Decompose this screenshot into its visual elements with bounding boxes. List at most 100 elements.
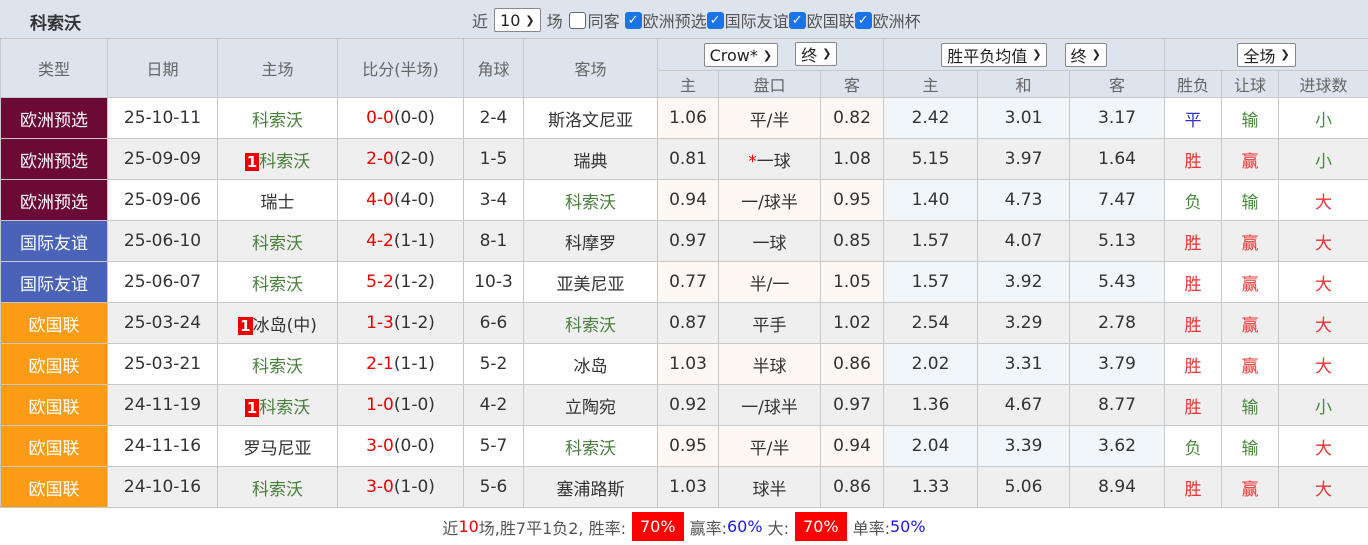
- asian-away-odds: 0.86: [821, 344, 884, 385]
- corners: 6-6: [464, 303, 524, 344]
- home-team[interactable]: 科索沃: [218, 221, 338, 262]
- table-row[interactable]: 欧国联 24-11-16 罗马尼亚 3-0(0-0) 5-7 科索沃 0.95 …: [1, 426, 1368, 467]
- competition-checkbox[interactable]: ✓: [855, 12, 872, 29]
- col-euro-away: 客: [1070, 71, 1165, 98]
- competition-checkbox[interactable]: ✓: [707, 12, 724, 29]
- table-row[interactable]: 欧国联 24-10-16 科索沃 3-0(1-0) 5-6 塞浦路斯 1.03 …: [1, 467, 1368, 508]
- match-date: 24-10-16: [108, 467, 218, 508]
- match-type[interactable]: 欧洲预选: [1, 98, 108, 139]
- asian-stage-select[interactable]: 终❯: [795, 42, 837, 66]
- asian-home-odds: 0.94: [658, 180, 719, 221]
- asian-company-select[interactable]: Crow*❯: [704, 43, 779, 67]
- away-team[interactable]: 斯洛文尼亚: [524, 98, 658, 139]
- away-team[interactable]: 瑞典: [524, 139, 658, 180]
- chevron-down-icon: ❯: [1032, 48, 1041, 61]
- match-type[interactable]: 欧洲预选: [1, 180, 108, 221]
- result-scope-select[interactable]: 全场❯: [1237, 43, 1295, 67]
- competition-checkbox[interactable]: ✓: [789, 12, 806, 29]
- score[interactable]: 2-1(1-1): [338, 344, 464, 385]
- away-team[interactable]: 科索沃: [524, 303, 658, 344]
- match-type[interactable]: 国际友谊: [1, 221, 108, 262]
- match-type[interactable]: 欧国联: [1, 303, 108, 344]
- euro-home-odds: 1.57: [884, 262, 978, 303]
- asian-line: 球半: [719, 467, 821, 508]
- match-type[interactable]: 欧国联: [1, 467, 108, 508]
- away-team[interactable]: 科索沃: [524, 426, 658, 467]
- result-handicap: 输: [1222, 98, 1279, 139]
- euro-home-odds: 2.42: [884, 98, 978, 139]
- red-card-badge: 1: [245, 399, 259, 417]
- euro-draw-odds: 3.39: [978, 426, 1070, 467]
- col-score: 比分(半场): [338, 39, 464, 98]
- recent-count-select[interactable]: 10❯: [494, 8, 541, 32]
- competition-checkbox[interactable]: ✓: [625, 12, 642, 29]
- home-team[interactable]: 科索沃: [218, 98, 338, 139]
- home-team[interactable]: 科索沃: [218, 262, 338, 303]
- home-team[interactable]: 科索沃: [218, 344, 338, 385]
- home-team-name: 科索沃: [252, 480, 303, 500]
- match-type[interactable]: 欧洲预选: [1, 139, 108, 180]
- result-wdl: 胜: [1165, 303, 1222, 344]
- red-card-badge: 1: [245, 153, 259, 171]
- score[interactable]: 1-3(1-2): [338, 303, 464, 344]
- away-team[interactable]: 亚美尼亚: [524, 262, 658, 303]
- table-row[interactable]: 欧国联 25-03-21 科索沃 2-1(1-1) 5-2 冰岛 1.03 半球…: [1, 344, 1368, 385]
- home-team[interactable]: 瑞士: [218, 180, 338, 221]
- asian-line-value: 一球: [753, 234, 787, 254]
- euro-away-odds: 1.64: [1070, 139, 1165, 180]
- home-team[interactable]: 罗马尼亚: [218, 426, 338, 467]
- full-score: 3-0: [366, 436, 394, 456]
- competition-label: 欧洲预选: [643, 8, 707, 32]
- table-row[interactable]: 国际友谊 25-06-10 科索沃 4-2(1-1) 8-1 科摩罗 0.97 …: [1, 221, 1368, 262]
- euro-stage-select[interactable]: 终❯: [1065, 43, 1107, 67]
- euro-away-odds: 3.17: [1070, 98, 1165, 139]
- away-team[interactable]: 塞浦路斯: [524, 467, 658, 508]
- table-row[interactable]: 欧洲预选 25-09-06 瑞士 4-0(4-0) 3-4 科索沃 0.94 一…: [1, 180, 1368, 221]
- asian-odds-header: Crow*❯ 终❯: [658, 39, 884, 71]
- score[interactable]: 0-0(0-0): [338, 98, 464, 139]
- summary-text: 赢率:: [690, 515, 727, 539]
- score[interactable]: 4-2(1-1): [338, 221, 464, 262]
- match-type[interactable]: 欧国联: [1, 426, 108, 467]
- euro-company-select[interactable]: 胜平负均值❯: [941, 43, 1047, 67]
- same-home-checkbox[interactable]: [569, 12, 586, 29]
- score[interactable]: 2-0(2-0): [338, 139, 464, 180]
- away-team[interactable]: 科摩罗: [524, 221, 658, 262]
- score[interactable]: 5-2(1-2): [338, 262, 464, 303]
- table-row[interactable]: 欧洲预选 25-10-11 科索沃 0-0(0-0) 2-4 斯洛文尼亚 1.0…: [1, 98, 1368, 139]
- col-handicap: 让球: [1222, 71, 1279, 98]
- score[interactable]: 4-0(4-0): [338, 180, 464, 221]
- match-type[interactable]: 欧国联: [1, 385, 108, 426]
- home-team[interactable]: 科索沃: [218, 467, 338, 508]
- asian-home-odds: 0.81: [658, 139, 719, 180]
- result-wdl: 负: [1165, 180, 1222, 221]
- euro-home-odds: 1.36: [884, 385, 978, 426]
- result-wdl: 负: [1165, 426, 1222, 467]
- score[interactable]: 3-0(0-0): [338, 426, 464, 467]
- match-type[interactable]: 国际友谊: [1, 262, 108, 303]
- half-score: (1-1): [394, 231, 435, 251]
- asian-line-value: 半/一: [750, 275, 790, 295]
- full-score: 4-0: [366, 190, 394, 210]
- match-type[interactable]: 欧国联: [1, 344, 108, 385]
- home-team-name: 瑞士: [261, 193, 295, 213]
- col-away: 客场: [524, 39, 658, 98]
- euro-home-odds: 1.40: [884, 180, 978, 221]
- table-row[interactable]: 国际友谊 25-06-07 科索沃 5-2(1-2) 10-3 亚美尼亚 0.7…: [1, 262, 1368, 303]
- asian-away-odds: 0.86: [821, 467, 884, 508]
- away-team[interactable]: 立陶宛: [524, 385, 658, 426]
- full-score: 2-1: [366, 354, 394, 374]
- away-team[interactable]: 科索沃: [524, 180, 658, 221]
- corners: 5-6: [464, 467, 524, 508]
- away-team[interactable]: 冰岛: [524, 344, 658, 385]
- score[interactable]: 3-0(1-0): [338, 467, 464, 508]
- chevron-down-icon: ❯: [1280, 48, 1289, 61]
- score[interactable]: 1-0(1-0): [338, 385, 464, 426]
